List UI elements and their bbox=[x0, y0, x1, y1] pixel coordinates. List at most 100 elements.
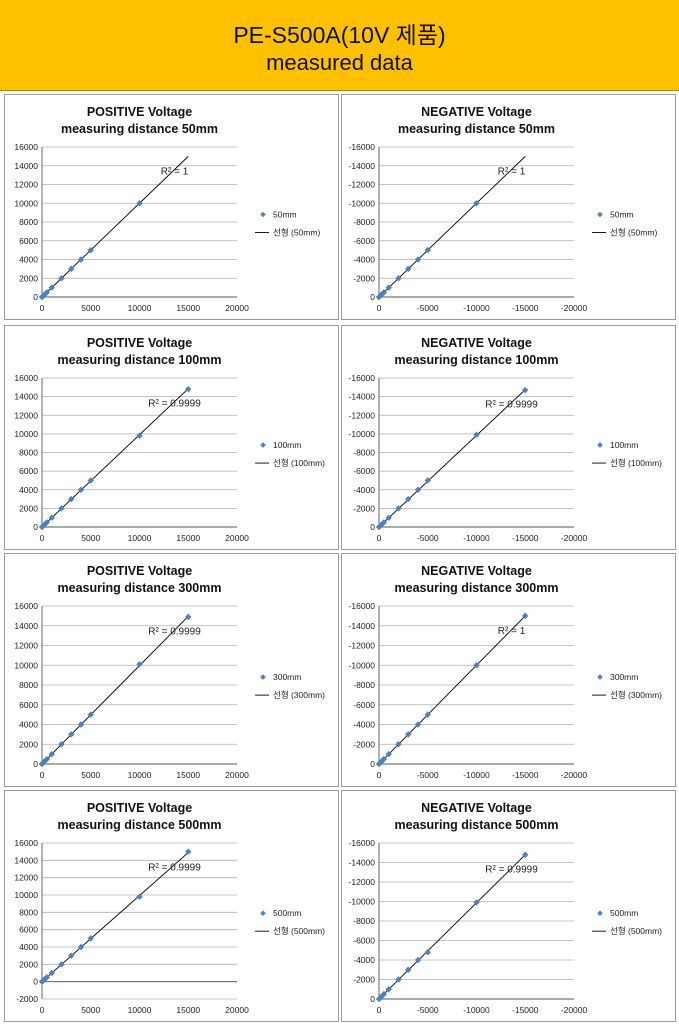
data-point bbox=[185, 385, 192, 393]
chart-title: POSITIVE Voltage measuring distance 50mm bbox=[22, 104, 257, 138]
y-tick-label: -2000 bbox=[353, 739, 375, 749]
trendline bbox=[41, 616, 189, 765]
legend-trendline-label: 선형 (100mm) bbox=[273, 458, 325, 468]
y-tick-label: 16000 bbox=[14, 373, 38, 383]
data-point bbox=[395, 976, 402, 983]
data-point bbox=[185, 613, 192, 621]
page-header: PE-S500A(10V 제품) measured data bbox=[0, 0, 679, 91]
y-tick-label: 0 bbox=[33, 977, 38, 987]
data-point bbox=[136, 200, 143, 207]
data-point bbox=[395, 275, 402, 282]
chart-svg: 0 2000 4000 6000 8000 10000 12000 14000 16000 0 50… bbox=[14, 142, 320, 313]
data-point bbox=[87, 711, 94, 718]
data-point bbox=[48, 284, 55, 291]
chart-panel-positive-4: POSITIVE Voltage measuring distance 500mm… bbox=[4, 790, 339, 1022]
data-point bbox=[395, 505, 402, 512]
y-tick-label: -16000 bbox=[349, 142, 376, 152]
chart-title-line-1: NEGATIVE Voltage bbox=[421, 336, 532, 350]
legend-marker bbox=[260, 442, 266, 448]
x-tick-label: 20000 bbox=[225, 1005, 249, 1015]
chart-title: POSITIVE Voltage measuring distance 300mm bbox=[22, 563, 257, 597]
y-tick-label: -10000 bbox=[349, 429, 376, 439]
legend-marker bbox=[597, 910, 603, 916]
legend-trendline-label: 선형 (50mm) bbox=[273, 228, 320, 238]
y-tick-label: -10000 bbox=[349, 198, 376, 208]
chart-title-line-2: measuring distance 300mm bbox=[394, 581, 559, 595]
y-tick-label: 4000 bbox=[19, 255, 38, 265]
data-point bbox=[424, 949, 431, 956]
data-point bbox=[414, 721, 422, 728]
legend-marker bbox=[597, 674, 603, 680]
data-point bbox=[378, 290, 386, 298]
y-tick-label: -16000 bbox=[349, 373, 376, 383]
data-point bbox=[473, 431, 480, 439]
data-point bbox=[414, 486, 422, 493]
chart-title-line-1: NEGATIVE Voltage bbox=[421, 564, 532, 578]
x-tick-label: 10000 bbox=[128, 533, 152, 543]
data-point bbox=[77, 486, 85, 493]
chart-title: NEGATIVE Voltage measuring distance 100mm bbox=[359, 335, 594, 369]
data-point bbox=[68, 495, 75, 503]
data-point bbox=[414, 956, 422, 964]
data-point bbox=[77, 256, 85, 263]
r-squared-label: R² = 1 bbox=[161, 166, 189, 177]
x-tick-label: -10000 bbox=[463, 770, 490, 780]
data-point bbox=[58, 275, 65, 282]
x-tick-label: 0 bbox=[377, 303, 382, 313]
chart-title-line-2: measuring distance 500mm bbox=[57, 818, 222, 832]
legend-marker bbox=[597, 211, 603, 218]
y-tick-label: 2000 bbox=[19, 739, 38, 749]
chart-panel-positive-2: POSITIVE Voltage measuring distance 100mm… bbox=[4, 325, 339, 550]
data-point bbox=[424, 246, 431, 254]
data-point bbox=[48, 750, 55, 758]
legend-series-label: 50mm bbox=[610, 210, 634, 220]
y-tick-label: 2000 bbox=[19, 273, 38, 283]
chart-title: NEGATIVE Voltage measuring distance 300mm bbox=[359, 563, 594, 597]
x-tick-label: 5000 bbox=[81, 1005, 100, 1015]
x-tick-label: 15000 bbox=[176, 303, 200, 313]
chart-title: POSITIVE Voltage measuring distance 500mm bbox=[22, 800, 257, 834]
legend-series-label: 100mm bbox=[610, 440, 638, 450]
data-point bbox=[43, 755, 51, 763]
y-tick-label: -12000 bbox=[349, 877, 376, 887]
x-tick-label: 15000 bbox=[176, 770, 200, 780]
y-tick-label: -8000 bbox=[353, 448, 375, 458]
data-point bbox=[48, 514, 55, 521]
x-tick-label: 0 bbox=[377, 1005, 382, 1015]
data-point bbox=[185, 848, 192, 855]
chart-title: NEGATIVE Voltage measuring distance 50mm bbox=[359, 104, 594, 138]
legend-trendline-label: 선형 (300mm) bbox=[610, 690, 662, 700]
chart-title: NEGATIVE Voltage measuring distance 500mm bbox=[359, 800, 594, 834]
y-tick-label: 12000 bbox=[14, 180, 38, 190]
y-tick-label: 0 bbox=[33, 522, 38, 532]
y-tick-label: 6000 bbox=[19, 925, 38, 935]
x-tick-label: 10000 bbox=[128, 770, 152, 780]
y-tick-label: 4000 bbox=[19, 942, 38, 952]
legend-series-label: 100mm bbox=[273, 440, 301, 450]
page-title: PE-S500A(10V 제품) bbox=[233, 22, 446, 48]
data-point bbox=[522, 612, 529, 620]
chart-title-line-2: measuring distance 500mm bbox=[394, 818, 559, 832]
chart-title-line-1: POSITIVE Voltage bbox=[86, 336, 193, 350]
r-squared-label: R² = 0.9999 bbox=[148, 399, 201, 410]
y-tick-label: 14000 bbox=[14, 392, 38, 402]
chart-title-line-1: NEGATIVE Voltage bbox=[421, 105, 532, 119]
x-tick-label: -20000 bbox=[561, 303, 588, 313]
x-tick-label: 0 bbox=[40, 533, 45, 543]
chart-panel-negative-4: NEGATIVE Voltage measuring distance 500mm… bbox=[341, 790, 676, 1022]
x-tick-label: -10000 bbox=[463, 303, 490, 313]
data-point bbox=[58, 741, 65, 748]
y-tick-label: 14000 bbox=[14, 161, 38, 171]
chart-svg: 0 -2000 -4000 -6000 -8000 -10000 -12000 -14000 -… bbox=[349, 601, 663, 780]
r-squared-label: R² = 0.9999 bbox=[485, 865, 538, 876]
legend-series-label: 300mm bbox=[273, 672, 301, 682]
data-point bbox=[77, 943, 85, 951]
y-tick-label: 6000 bbox=[19, 700, 38, 710]
chart-title-line-2: measuring distance 300mm bbox=[57, 581, 222, 595]
chart-svg: 0 2000 4000 6000 8000 10000 12000 14000 16000 0 50… bbox=[14, 373, 325, 543]
y-tick-label: -16000 bbox=[349, 838, 376, 848]
data-point bbox=[43, 289, 51, 296]
y-tick-label: -8000 bbox=[353, 217, 375, 227]
y-tick-label: -14000 bbox=[349, 161, 376, 171]
chart-panel-positive-1: POSITIVE Voltage measuring distance 50mm 0… bbox=[4, 94, 339, 320]
